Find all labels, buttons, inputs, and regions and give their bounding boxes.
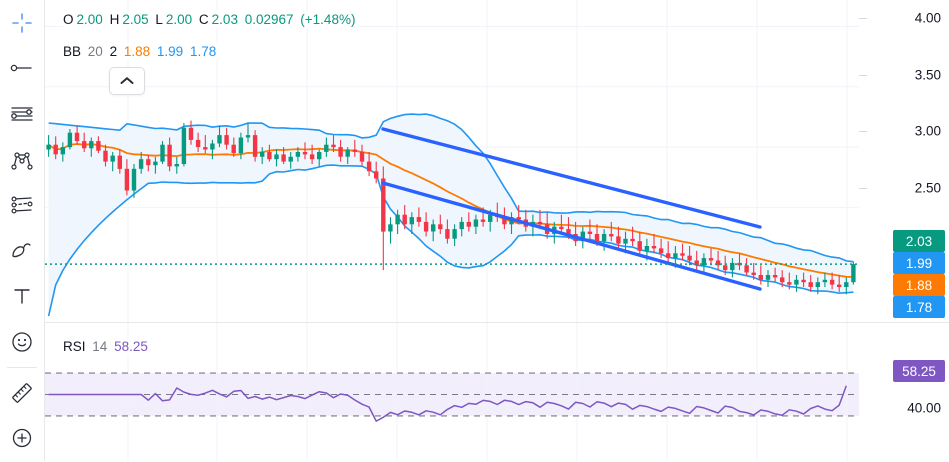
- price-scale-value-tag[interactable]: 1.88: [893, 274, 945, 296]
- brush-tool[interactable]: [0, 228, 45, 274]
- chart-panes: O 2.00 H 2.05 L 2.00 C 2.03 0.02967 (+1.48%)…: [45, 0, 949, 462]
- rsi-plot[interactable]: [45, 323, 949, 462]
- price-scale-tick-label: 2.50: [914, 180, 941, 196]
- price-scale[interactable]: 4.00 3.50 3.00 2.50 2.03 1.99 1.88 1.78 58.25 40.…: [859, 0, 949, 461]
- rsi-chart-svg: [45, 323, 949, 462]
- price-scale-tick-mark: [859, 18, 867, 19]
- toolbar-divider: [7, 366, 37, 368]
- trend-line-tool[interactable]: [0, 46, 45, 92]
- rsi-pane[interactable]: RSI 14 58.25: [45, 322, 949, 462]
- emoji-tool[interactable]: [0, 319, 45, 365]
- price-scale-tick-mark: [859, 188, 867, 189]
- price-scale-value-tag[interactable]: 1.78: [893, 296, 945, 318]
- rsi-scale-value-tag[interactable]: 58.25: [893, 360, 945, 382]
- price-scale-tick-mark: [859, 75, 867, 76]
- price-scale-tick-label: 3.50: [914, 67, 941, 83]
- pattern-tool[interactable]: [0, 182, 45, 228]
- pitchfork-tool[interactable]: [0, 137, 45, 183]
- price-plot[interactable]: [45, 0, 949, 322]
- zoom-in-tool[interactable]: [0, 415, 45, 461]
- crosshair-tool[interactable]: [0, 0, 45, 46]
- price-scale-tick-label: 4.00: [914, 10, 941, 26]
- price-scale-tick-label: 3.00: [914, 123, 941, 139]
- collapse-pane-button[interactable]: [109, 67, 145, 95]
- scale-pane-divider: [859, 322, 949, 323]
- chevron-up-icon: [120, 77, 134, 84]
- fib-retracement-tool[interactable]: [0, 91, 45, 137]
- price-pane[interactable]: O 2.00 H 2.05 L 2.00 C 2.03 0.02967 (+1.48%)…: [45, 0, 949, 322]
- price-scale-value-tag[interactable]: 2.03: [893, 230, 945, 252]
- text-tool[interactable]: [0, 274, 45, 320]
- price-scale-tick-mark: [859, 131, 867, 132]
- price-scale-value-tag[interactable]: 1.99: [893, 252, 945, 274]
- drawing-toolbar: [0, 0, 45, 461]
- price-chart-svg: [45, 0, 949, 322]
- measure-tool[interactable]: [0, 370, 45, 416]
- rsi-scale-tick-label: 40.00: [907, 400, 941, 416]
